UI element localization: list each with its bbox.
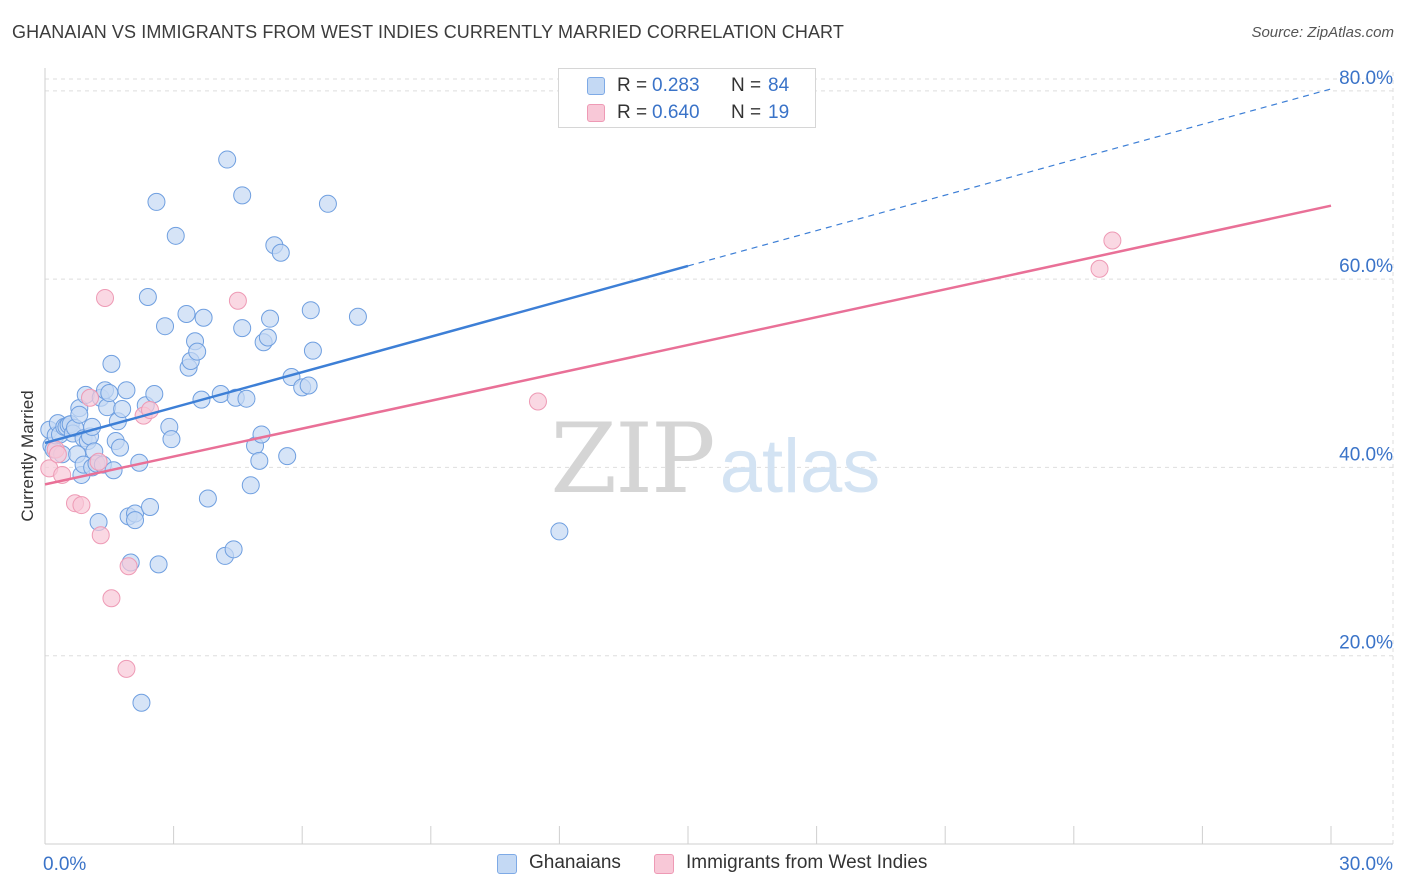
point-ghanaians [258,328,277,347]
bottom-legend-swatch-blue [497,854,517,874]
point-ghanaians [233,319,252,338]
point-ghanaians [156,317,175,336]
y-tick-label: 80.0% [1339,68,1393,89]
point-west-indies [117,659,136,678]
trend-line-ghanaians [44,264,689,445]
bottom-legend-label: Immigrants from West Indies [686,852,928,873]
point-ghanaians [166,226,185,245]
legend-row-ghanaians: R = 0.283 N = 84 [559,73,815,101]
point-ghanaians [261,309,280,328]
point-ghanaians [224,540,243,559]
source-label: Source: ZipAtlas.com [1251,24,1394,41]
point-ghanaians [70,405,89,424]
point-ghanaians [141,497,160,516]
y-axis-title: Currently Married [18,390,37,521]
point-west-indies [119,557,138,576]
point-ghanaians [241,476,260,495]
watermark: ZIP atlas [550,403,880,515]
point-ghanaians [318,194,337,213]
legend-r-label: R = [617,102,648,123]
point-ghanaians [233,186,252,205]
point-ghanaians [113,400,132,419]
y-tick-label: 20.0% [1339,633,1393,654]
point-west-indies [228,291,247,310]
point-ghanaians [117,381,136,400]
series-ghanaians [40,150,569,712]
trend-line-ghanaians-projection [687,88,1332,267]
point-ghanaians [194,308,213,327]
point-ghanaians [132,693,151,712]
point-ghanaians [303,341,322,360]
watermark-zip: ZIP [550,403,713,515]
point-west-indies [81,388,100,407]
point-west-indies [102,589,121,608]
point-ghanaians [111,438,130,457]
point-ghanaians [250,451,269,470]
point-ghanaians [271,243,290,262]
point-ghanaians [100,384,119,403]
legend-n-label: N = [731,75,762,96]
point-west-indies [1103,231,1122,250]
point-ghanaians [237,389,256,408]
legend-r-value: 0.283 [652,75,700,96]
x-tick-label-min: 0.0% [43,854,86,875]
point-ghanaians [198,489,217,508]
trend-line-west-indies [44,204,1332,486]
y-tick-label: 60.0% [1339,256,1393,277]
x-tick-label-max: 30.0% [1339,854,1393,875]
tick-labels: 20.0% 40.0% 60.0% 80.0% 0.0% 30.0% [43,68,1393,875]
point-west-indies [91,526,110,545]
legend-r-label: R = [617,75,648,96]
trend-lines [44,88,1332,486]
legend-swatch-blue [587,77,605,95]
legend-row-west-indies: R = 0.640 N = 19 [559,100,815,128]
point-ghanaians [102,354,121,373]
point-ghanaians [138,288,157,307]
point-ghanaians [299,376,318,395]
point-ghanaians [145,384,164,403]
point-west-indies [1090,259,1109,278]
point-ghanaians [147,192,166,211]
point-ghanaians [278,447,297,466]
point-ghanaians [252,425,271,444]
watermark-atlas: atlas [720,424,881,509]
point-west-indies [528,392,547,411]
point-west-indies [72,496,91,515]
point-ghanaians [301,301,320,320]
point-ghanaians [348,307,367,326]
point-ghanaians [177,304,196,323]
point-ghanaians [149,555,168,574]
point-ghanaians [162,430,181,449]
point-ghanaians [188,342,207,361]
axes [44,68,1393,845]
chart-title: GHANAIAN VS IMMIGRANTS FROM WEST INDIES … [12,22,844,42]
point-west-indies [96,288,115,307]
stats-legend: R = 0.283 N = 84 R = 0.640 N = 19 [558,68,816,128]
point-west-indies [48,445,67,464]
legend-n-value: 19 [768,102,790,123]
bottom-legend-swatch-pink [654,854,674,874]
point-ghanaians [550,522,569,541]
y-tick-label: 40.0% [1339,444,1393,465]
point-ghanaians [126,511,145,530]
point-ghanaians [218,150,237,169]
legend-r-value: 0.640 [652,102,700,123]
point-west-indies [89,452,108,471]
bottom-legend-label: Ghanaians [529,852,621,873]
legend-swatch-pink [587,104,605,122]
legend-n-label: N = [731,102,762,123]
legend-n-value: 84 [768,75,790,96]
